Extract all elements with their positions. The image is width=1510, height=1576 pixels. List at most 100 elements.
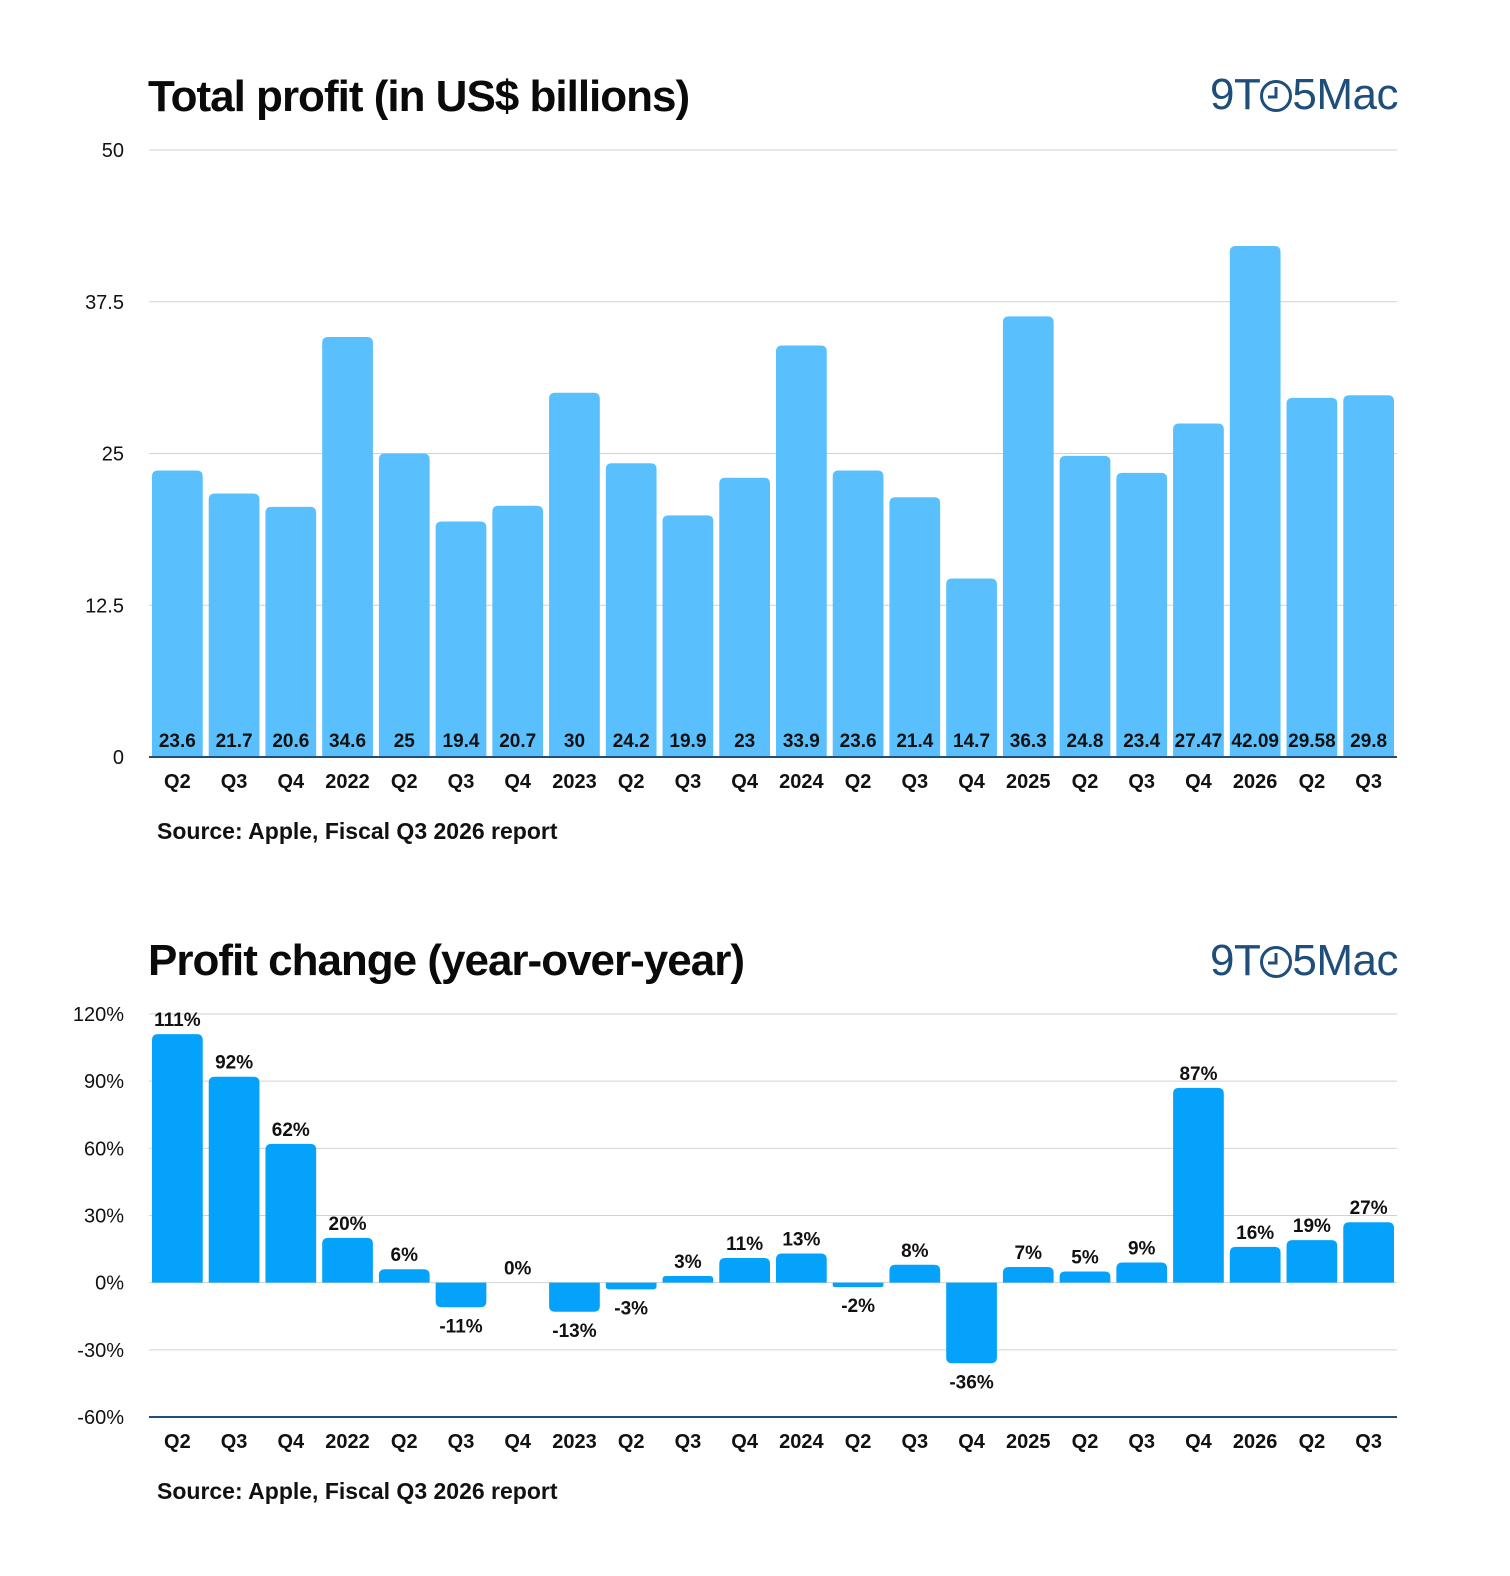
clock-icon bbox=[1260, 80, 1293, 112]
x-tick-label: Q3 bbox=[221, 1431, 248, 1453]
x-tick-label: Q4 bbox=[958, 771, 986, 793]
x-tick-label: 2023 bbox=[552, 771, 597, 793]
brand-text: 5Mac bbox=[1292, 70, 1398, 119]
bar bbox=[1002, 1266, 1054, 1283]
x-tick-label: Q4 bbox=[277, 1431, 305, 1453]
x-tick-label: Q2 bbox=[845, 771, 872, 793]
bar bbox=[265, 1143, 317, 1283]
data-label: 92% bbox=[215, 1053, 253, 1074]
y-tick-label: 37.5 bbox=[85, 292, 124, 314]
y-tick-label: 0 bbox=[113, 747, 124, 769]
data-label: 24.8 bbox=[1067, 731, 1104, 752]
bar bbox=[322, 336, 373, 757]
bar bbox=[1229, 246, 1281, 757]
x-tick-label: Q3 bbox=[675, 1431, 702, 1453]
data-label: -3% bbox=[614, 1298, 648, 1319]
data-label: 20.6 bbox=[272, 731, 309, 752]
x-tick-label: Q3 bbox=[221, 771, 248, 793]
data-label: 19% bbox=[1293, 1216, 1331, 1237]
data-label: 29.58 bbox=[1288, 731, 1336, 752]
x-tick-label: Q3 bbox=[675, 771, 702, 793]
x-tick-label: Q3 bbox=[1355, 1431, 1382, 1453]
brand-text: 5Mac bbox=[1292, 936, 1398, 985]
bar bbox=[889, 497, 941, 757]
bar bbox=[435, 1282, 487, 1308]
data-label: 14.7 bbox=[953, 731, 990, 752]
bar bbox=[208, 1076, 260, 1283]
bar bbox=[549, 1282, 600, 1312]
profit-change-chart: -60% -30% 0% 30% 60% 90% 120% 111% Q2 92% Q3 62% Q4 2… bbox=[73, 1004, 1397, 1453]
bar bbox=[605, 1282, 657, 1290]
y-tick-label: -30% bbox=[77, 1340, 124, 1362]
x-tick-label: 2024 bbox=[779, 1431, 824, 1453]
x-tick-label: Q3 bbox=[448, 771, 475, 793]
brand-text: 9T bbox=[1210, 936, 1261, 985]
bar bbox=[378, 453, 430, 757]
x-tick-label: Q2 bbox=[164, 771, 191, 793]
x-tick-label: Q2 bbox=[164, 1431, 191, 1453]
y-tick-label: 30% bbox=[84, 1206, 124, 1228]
chart-title: Total profit (in US$ billions) bbox=[148, 72, 690, 121]
bar bbox=[1229, 1246, 1281, 1283]
x-tick-label: Q3 bbox=[1128, 1431, 1155, 1453]
bar bbox=[1002, 316, 1054, 757]
x-tick-label: Q2 bbox=[618, 1431, 645, 1453]
x-tick-label: 2022 bbox=[325, 771, 370, 793]
bar bbox=[605, 463, 657, 757]
data-label: 20.7 bbox=[499, 731, 536, 752]
x-tick-label: Q2 bbox=[1072, 1431, 1099, 1453]
x-tick-label: 2025 bbox=[1006, 1431, 1051, 1453]
clock-icon bbox=[1260, 946, 1293, 978]
x-tick-label: Q2 bbox=[1072, 771, 1099, 793]
data-label: 0% bbox=[504, 1259, 532, 1280]
y-tick-label: 60% bbox=[84, 1138, 124, 1160]
bar bbox=[1286, 1240, 1338, 1283]
bar bbox=[1116, 472, 1168, 757]
x-tick-label: Q4 bbox=[731, 1431, 759, 1453]
x-tick-label: 2023 bbox=[552, 1431, 597, 1453]
x-tick-label: 2024 bbox=[779, 771, 824, 793]
data-label: 111% bbox=[154, 1010, 201, 1031]
x-tick-label: Q4 bbox=[958, 1431, 986, 1453]
bar bbox=[549, 392, 600, 757]
x-tick-label: Q2 bbox=[845, 1431, 872, 1453]
data-label: 27.47 bbox=[1175, 731, 1223, 752]
y-tick-label: 0% bbox=[95, 1273, 124, 1295]
x-tick-label: 2026 bbox=[1233, 771, 1278, 793]
x-tick-label: Q4 bbox=[1185, 1431, 1213, 1453]
data-label: 21.7 bbox=[216, 731, 253, 752]
data-label: 6% bbox=[391, 1245, 419, 1266]
x-tick-label: Q4 bbox=[504, 771, 532, 793]
data-label: 23.6 bbox=[159, 731, 196, 752]
x-tick-label: Q4 bbox=[504, 1431, 532, 1453]
x-tick-label: Q3 bbox=[448, 1431, 475, 1453]
bar bbox=[208, 493, 260, 757]
total-profit-chart: 0 12.5 25 37.5 50 23.6 Q2 21.7 Q3 20.6 Q4 34.6 2022 2… bbox=[85, 140, 1397, 793]
data-label: 21.4 bbox=[896, 731, 933, 752]
data-label: 42.09 bbox=[1231, 731, 1279, 752]
data-label: 27% bbox=[1350, 1198, 1388, 1219]
bar bbox=[1059, 1271, 1111, 1283]
bar bbox=[946, 1282, 997, 1364]
x-tick-label: Q4 bbox=[731, 771, 759, 793]
data-label: 23 bbox=[734, 731, 755, 752]
data-label: 19.9 bbox=[669, 731, 706, 752]
data-label: 36.3 bbox=[1010, 731, 1047, 752]
bar bbox=[1059, 455, 1111, 757]
y-tick-label: 25 bbox=[102, 444, 124, 466]
bar bbox=[776, 1253, 827, 1283]
x-tick-label: Q2 bbox=[391, 771, 418, 793]
x-tick-label: Q3 bbox=[901, 1431, 928, 1453]
total-profit-panel: Total profit (in US$ billions) 9T 5Mac 0 1… bbox=[85, 70, 1398, 844]
bar bbox=[832, 1282, 884, 1288]
x-tick-label: 2026 bbox=[1233, 1431, 1278, 1453]
bar bbox=[265, 506, 317, 757]
bar bbox=[662, 1275, 714, 1283]
x-tick-label: 2025 bbox=[1006, 771, 1051, 793]
data-label: 7% bbox=[1015, 1243, 1043, 1264]
bar bbox=[1343, 395, 1394, 757]
bar bbox=[152, 470, 203, 757]
bar bbox=[322, 1237, 373, 1283]
data-label: 23.6 bbox=[840, 731, 877, 752]
y-tick-label: 50 bbox=[102, 140, 124, 162]
